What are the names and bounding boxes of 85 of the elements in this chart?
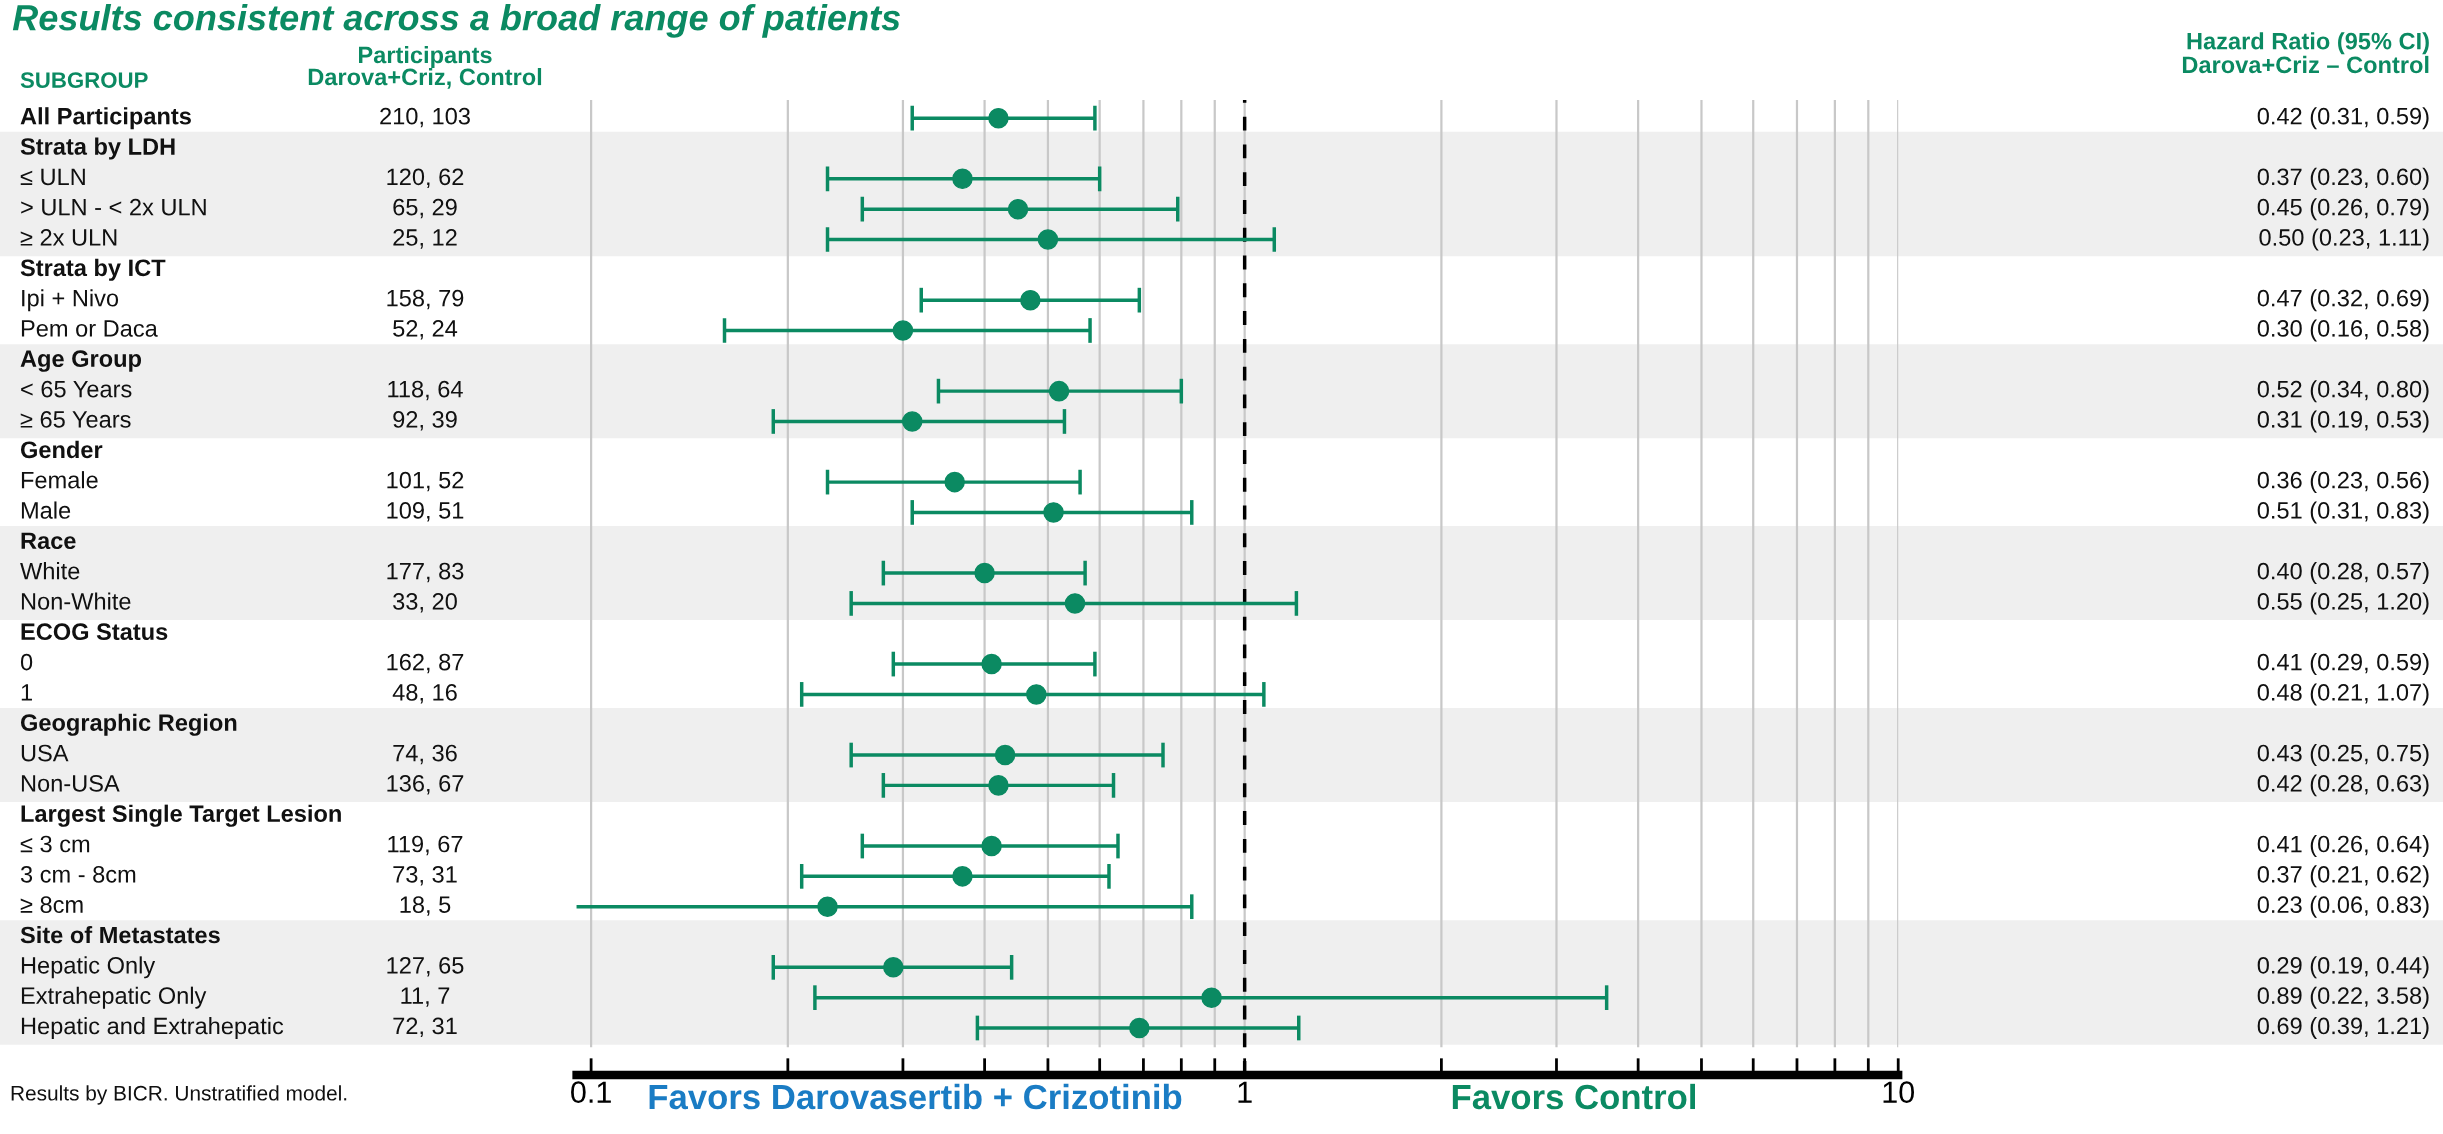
y2-tick-label: 33, 20 — [393, 593, 457, 613]
y-tick-label: ≥ 2x ULN — [20, 229, 117, 246]
y-tick-label: All Participants — [20, 107, 191, 130]
y2-tick-label: 101, 52 — [387, 471, 464, 492]
y2-tick-label: 158, 79 — [387, 289, 464, 310]
y2-tick-label: 177, 83 — [387, 562, 464, 583]
text: Hazard Ratio (95% CI) Darova+Criz – Control — [2182, 32, 2429, 74]
y-tick-label: < 65 Years — [21, 380, 132, 398]
data-label: 0.47 (0.32, 0.69) — [2257, 289, 2429, 312]
y-tick-label: Race — [21, 532, 76, 550]
data-label: 0.42 (0.28, 0.63) — [2257, 774, 2429, 797]
data-label: 0.36 (0.23, 0.56) — [2257, 471, 2429, 494]
y2-tick-label: 65, 29 — [393, 198, 457, 219]
y2-tick-label: 118, 64 — [388, 380, 463, 401]
data-label: 0.37 (0.21, 0.62) — [2257, 865, 2429, 888]
y-tick-label: Male — [21, 501, 71, 519]
data-label: 0.45 (0.26, 0.79) — [2257, 198, 2429, 221]
y-tick-label: > ULN - < 2x ULN — [21, 198, 206, 216]
data-label: 0.37 (0.23, 0.60) — [2257, 167, 2429, 190]
y-tick-label: Largest Single Target Lesion — [21, 804, 341, 827]
y-tick-label: Site of Metastates — [20, 926, 220, 944]
y2-tick-label: 52, 24 — [393, 320, 458, 340]
y-tick-label: Non-White — [21, 592, 131, 610]
data-label: 0.29 (0.19, 0.44) — [2257, 956, 2429, 979]
data-label: 0.48 (0.21, 1.07) — [2257, 683, 2429, 706]
y2-tick-label: 127, 65 — [387, 956, 464, 977]
y-tick-label: Ipi + Nivo — [22, 289, 119, 312]
y-tick-label: Age Group — [20, 350, 142, 372]
x-tick-label: 0.1 — [571, 1081, 611, 1103]
y-tick-label: 3 cm - 8cm — [20, 865, 136, 883]
y2-tick-label: 11, 7 — [401, 987, 450, 1007]
y2-tick-label: 210, 103 — [380, 107, 470, 128]
data-label: 0.55 (0.25, 1.20) — [2257, 592, 2429, 615]
y2-tick-label: 162, 87 — [387, 653, 464, 674]
y-tick-label: 1 — [21, 684, 32, 701]
y-tick-label: Female — [21, 471, 98, 489]
y-tick-label: Geographic Region — [20, 713, 237, 736]
y-tick-label: Non-USA — [21, 775, 120, 792]
y2-tick-label: 25, 12 — [393, 229, 457, 249]
y2-tick-label: 92, 39 — [393, 411, 457, 431]
y2-tick-label: 73, 31 — [393, 865, 457, 886]
data-label: 0.43 (0.25, 0.75) — [2257, 744, 2429, 767]
y-tick-label: ≥ 8cm — [20, 896, 83, 914]
y-tick-label: Pem or Daca — [21, 320, 158, 337]
data-label: 0.69 (0.39, 1.21) — [2257, 1016, 2429, 1039]
y-tick-label: Gender — [20, 440, 103, 459]
y-tick-label: USA — [21, 744, 69, 762]
data-label: 0.50 (0.23, 1.11) — [2259, 228, 2429, 251]
text: Favors Control — [1452, 1083, 1696, 1110]
y2-tick-label: 136, 67 — [387, 775, 464, 795]
data-label: 0.51 (0.31, 0.83) — [2257, 501, 2429, 524]
x-tick-label: 10 — [1883, 1081, 1915, 1103]
y-tick-label: ≥ 65 Years — [20, 411, 131, 428]
y2-tick-label: 109, 51 — [387, 502, 464, 522]
y2-tick-label: 120, 62 — [387, 168, 464, 188]
y-tick-label: ECOG Status — [21, 623, 168, 641]
data-label: 0.52 (0.34, 0.80) — [2257, 380, 2429, 403]
y-tick-label: White — [20, 562, 80, 580]
x-tick-label: 1 — [1238, 1081, 1252, 1103]
data-label: 0.41 (0.26, 0.64) — [2257, 835, 2429, 858]
y2-axis-title: Participants Darova+Criz, Control — [308, 45, 542, 89]
data-label: 0.31 (0.19, 0.53) — [2257, 410, 2429, 433]
data-label: 0.40 (0.28, 0.57) — [2257, 562, 2429, 585]
y-tick-label: 0 — [20, 653, 33, 671]
data-label: 0.41 (0.29, 0.59) — [2257, 653, 2429, 676]
y-tick-label: Hepatic and Extrahepatic — [21, 1016, 284, 1039]
data-label: 0.89 (0.22, 3.58) — [2257, 986, 2429, 1009]
y2-tick-label: 74, 36 — [393, 744, 457, 765]
y2-tick-label: 72, 31 — [393, 1017, 457, 1038]
data-label: 0.23 (0.06, 0.83) — [2257, 895, 2429, 918]
y-tick-label: Extrahepatic Only — [21, 986, 207, 1009]
y2-tick-label: 18, 5 — [400, 896, 451, 916]
y-axis-title: SUBGROUP — [20, 72, 148, 88]
y-tick-label: Hepatic Only — [21, 956, 156, 979]
text: Favors Darovasertib + Crizotinib — [649, 1083, 1182, 1110]
y-tick-label: ≤ ULN — [20, 168, 85, 186]
text: Results by BICR. Unstratified model. — [11, 1085, 347, 1105]
y2-tick-label: 119, 67 — [388, 835, 463, 856]
y-tick-label: Strata by LDH — [20, 137, 175, 160]
chart-title: Results consistent across a broad range of patients — [12, 4, 900, 38]
y-tick-label: ≤ 3 cm — [20, 835, 90, 853]
data-label: 0.30 (0.16, 0.58) — [2257, 319, 2429, 342]
y-tick-label: Strata by ICT — [20, 258, 166, 281]
y2-tick-label: 48, 16 — [392, 684, 457, 704]
data-label: 0.42 (0.31, 0.59) — [2257, 107, 2429, 130]
